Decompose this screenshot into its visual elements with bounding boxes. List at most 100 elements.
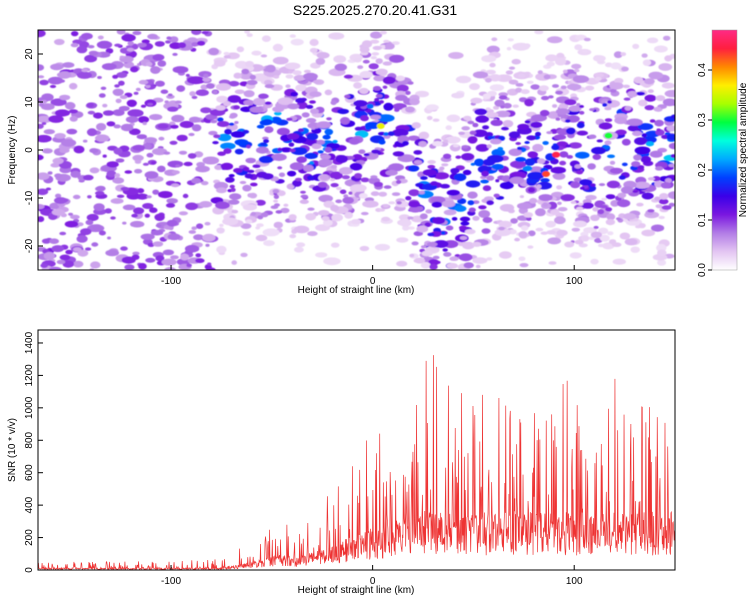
colorbar-axis: 0.0 0.1 0.2 0.3 0.4 (697, 63, 712, 277)
heatmap-cell (138, 263, 147, 270)
heatmap-cell (641, 53, 648, 58)
heatmap-cell (472, 215, 480, 221)
heatmap-cell (489, 74, 502, 82)
heatmap-cell (593, 55, 606, 62)
heatmap-cell (518, 73, 526, 78)
heatmap-cell (448, 52, 464, 59)
heatmap-cell (664, 178, 672, 184)
heatmap-cell (215, 201, 230, 210)
colorbar: 0.0 0.1 0.2 0.3 0.4 Normalized spectral ampl… (697, 29, 749, 277)
snr-x-axis: -100 0 100 (161, 565, 583, 587)
heatmap-cell (371, 52, 380, 56)
heatmap-cell (176, 134, 188, 142)
heatmap-cell (201, 30, 209, 35)
heatmap-cell (85, 219, 94, 226)
heatmap-cell (467, 136, 478, 144)
heatmap-cell (372, 86, 382, 91)
heatmap-cell (138, 79, 149, 85)
heatmap-cell (668, 202, 675, 207)
heatmap-cell (583, 37, 591, 42)
heatmap-cell (332, 139, 338, 144)
heatmap-cell (208, 130, 218, 136)
heatmap-cell (43, 129, 55, 135)
heatmap-cell (224, 128, 232, 135)
heatmap-cell (119, 55, 125, 59)
heatmap-cell (621, 66, 629, 72)
heatmap-cell (610, 89, 617, 93)
heatmap-cell (668, 142, 675, 150)
heatmap-cell (638, 223, 646, 229)
snr-y-axis: 0 200 400 600 800 1000 1200 1400 (24, 331, 43, 573)
heatmap-cell (132, 144, 145, 151)
heatmap-cell (553, 134, 567, 140)
heatmap-cell (472, 71, 489, 79)
heatmap-cell (280, 147, 293, 153)
heatmap-cell (633, 76, 644, 84)
heatmap-x-tick-label: 100 (566, 276, 583, 287)
heatmap-cell (54, 109, 70, 117)
heatmap-cell (309, 100, 316, 104)
heatmap-cell (157, 60, 167, 67)
heatmap-cell (482, 217, 493, 223)
heatmap-cell (50, 63, 64, 71)
snr-y-axis-label: SNR (10 * v/v) (7, 418, 18, 482)
heatmap-cell (114, 173, 121, 178)
heatmap-cell (539, 109, 550, 117)
heatmap-cell (271, 153, 287, 161)
heatmap-cell (655, 166, 664, 171)
heatmap-cell (157, 123, 169, 129)
heatmap-cell (273, 199, 278, 203)
heatmap-cell (324, 128, 334, 136)
heatmap-cell (209, 109, 226, 116)
heatmap-cell (54, 133, 66, 139)
heatmap-cell (658, 198, 669, 205)
heatmap-cell (433, 172, 450, 180)
heatmap-cell (607, 231, 614, 236)
heatmap-cell (213, 181, 229, 190)
heatmap-cell (641, 229, 656, 237)
heatmap-cell (409, 253, 415, 258)
heatmap-cell (529, 197, 538, 204)
heatmap-cell (358, 149, 366, 154)
heatmap-cell (54, 197, 68, 204)
heatmap-cell (420, 245, 427, 249)
heatmap-cell (606, 180, 621, 189)
heatmap-cell (136, 134, 147, 140)
heatmap-cell (398, 214, 410, 221)
heatmap-cell (84, 54, 97, 63)
heatmap-cell (187, 76, 205, 85)
heatmap-cell (557, 207, 568, 212)
heatmap-cell (132, 251, 140, 256)
heatmap-cell (574, 239, 584, 245)
heatmap-cell (482, 158, 495, 166)
heatmap-cell (666, 133, 675, 141)
heatmap-cell (556, 229, 568, 236)
heatmap-cell (240, 252, 248, 258)
heatmap-cell (213, 59, 226, 67)
heatmap-cell (550, 166, 566, 174)
heatmap-cell (287, 170, 297, 177)
heatmap-cell (110, 198, 124, 204)
heatmap-cell (112, 88, 124, 97)
heatmap-cell (449, 256, 459, 262)
heatmap-cell (407, 226, 415, 230)
heatmap-cell (601, 197, 607, 201)
heatmap-cell (620, 186, 634, 194)
heatmap-y-tick-label: -10 (24, 190, 35, 205)
heatmap-cell (633, 154, 642, 161)
heatmap-cell (122, 221, 127, 225)
heatmap-cell (323, 219, 333, 227)
heatmap-cell (135, 87, 141, 92)
heatmap-cell (441, 163, 449, 167)
heatmap-cell (86, 213, 99, 222)
heatmap-cell (556, 185, 563, 190)
heatmap-cell (310, 108, 319, 114)
heatmap-cell (566, 155, 573, 159)
heatmap-cell (146, 152, 154, 158)
heatmap-cell (387, 131, 395, 136)
heatmap-cell (462, 169, 472, 176)
heatmap-cell (352, 154, 363, 160)
heatmap-cell (445, 125, 452, 131)
heatmap-cell (604, 99, 621, 108)
heatmap-cell (112, 109, 125, 116)
